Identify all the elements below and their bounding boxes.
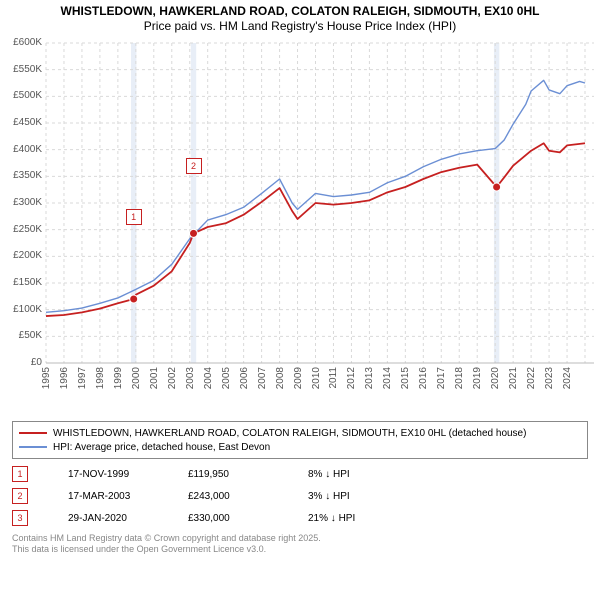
x-tick-label: 2007 (257, 367, 268, 389)
annotation-row: 1 17-NOV-1999 £119,950 8% ↓ HPI (12, 463, 588, 485)
x-tick-label: 1995 (41, 367, 52, 389)
legend-label: HPI: Average price, detached house, East… (53, 442, 270, 453)
x-tick-label: 2002 (167, 367, 178, 389)
x-tick-label: 2015 (400, 367, 411, 389)
x-tick-label: 2023 (544, 367, 555, 389)
footnote-line1: Contains HM Land Registry data © Crown c… (12, 533, 588, 544)
x-tick-label: 2017 (436, 367, 447, 389)
annotation-price: £119,950 (188, 469, 308, 480)
y-tick-label: £100K (0, 304, 42, 315)
y-tick-label: £350K (0, 170, 42, 181)
x-tick-label: 2011 (328, 367, 339, 389)
annotation-price: £330,000 (188, 513, 308, 524)
chart-marker-box: 2 (186, 158, 202, 174)
legend-item: HPI: Average price, detached house, East… (19, 440, 581, 454)
chart-marker-box: 1 (126, 209, 142, 225)
page: WHISTLEDOWN, HAWKERLAND ROAD, COLATON RA… (0, 0, 600, 556)
y-tick-label: £200K (0, 250, 42, 261)
x-tick-label: 2019 (472, 367, 483, 389)
y-tick-label: £550K (0, 64, 42, 75)
annotation-number: 1 (12, 466, 28, 482)
x-tick-label: 2004 (203, 367, 214, 389)
annotation-number: 3 (12, 510, 28, 526)
x-tick-label: 2003 (185, 367, 196, 389)
x-tick-label: 2013 (364, 367, 375, 389)
y-tick-label: £0 (0, 357, 42, 368)
x-tick-label: 2024 (562, 367, 573, 389)
annotation-date: 17-NOV-1999 (68, 469, 188, 480)
legend: WHISTLEDOWN, HAWKERLAND ROAD, COLATON RA… (12, 421, 588, 459)
footnote-line2: This data is licensed under the Open Gov… (12, 544, 588, 555)
x-tick-label: 2012 (346, 367, 357, 389)
y-tick-label: £50K (0, 330, 42, 341)
y-tick-label: £500K (0, 90, 42, 101)
chart-svg (0, 35, 600, 415)
annotation-number: 2 (12, 488, 28, 504)
x-tick-label: 2014 (382, 367, 393, 389)
y-tick-label: £600K (0, 37, 42, 48)
chart-title-line2: Price paid vs. HM Land Registry's House … (0, 19, 600, 33)
annotation-diff: 21% ↓ HPI (308, 513, 428, 524)
legend-item: WHISTLEDOWN, HAWKERLAND ROAD, COLATON RA… (19, 426, 581, 440)
chart-title-line1: WHISTLEDOWN, HAWKERLAND ROAD, COLATON RA… (0, 4, 600, 18)
annotation-row: 2 17-MAR-2003 £243,000 3% ↓ HPI (12, 485, 588, 507)
annotation-date: 29-JAN-2020 (68, 513, 188, 524)
x-tick-label: 2020 (490, 367, 501, 389)
annotation-table: 1 17-NOV-1999 £119,950 8% ↓ HPI 2 17-MAR… (12, 463, 588, 529)
x-tick-label: 2000 (131, 367, 142, 389)
annotation-price: £243,000 (188, 491, 308, 502)
x-tick-label: 2018 (454, 367, 465, 389)
y-tick-label: £400K (0, 144, 42, 155)
annotation-date: 17-MAR-2003 (68, 491, 188, 502)
x-tick-label: 2005 (221, 367, 232, 389)
y-tick-label: £300K (0, 197, 42, 208)
chart-title-block: WHISTLEDOWN, HAWKERLAND ROAD, COLATON RA… (0, 0, 600, 35)
x-tick-label: 1999 (113, 367, 124, 389)
x-tick-label: 2009 (293, 367, 304, 389)
legend-swatch (19, 432, 47, 434)
annotation-diff: 8% ↓ HPI (308, 469, 428, 480)
annotation-diff: 3% ↓ HPI (308, 491, 428, 502)
annotation-row: 3 29-JAN-2020 £330,000 21% ↓ HPI (12, 507, 588, 529)
legend-label: WHISTLEDOWN, HAWKERLAND ROAD, COLATON RA… (53, 428, 526, 439)
x-tick-label: 2022 (526, 367, 537, 389)
chart-area: £0 £50K £100K £150K £200K £250K £300K £350K £400… (0, 35, 600, 415)
x-tick-label: 2006 (239, 367, 250, 389)
x-tick-label: 1996 (59, 367, 70, 389)
x-tick-label: 2010 (311, 367, 322, 389)
y-tick-label: £450K (0, 117, 42, 128)
x-tick-label: 2016 (418, 367, 429, 389)
x-tick-label: 1998 (95, 367, 106, 389)
x-tick-label: 2021 (508, 367, 519, 389)
footnote: Contains HM Land Registry data © Crown c… (12, 533, 588, 556)
x-tick-label: 2001 (149, 367, 160, 389)
y-tick-label: £250K (0, 224, 42, 235)
x-tick-label: 2008 (275, 367, 286, 389)
x-tick-label: 1997 (77, 367, 88, 389)
y-tick-label: £150K (0, 277, 42, 288)
legend-swatch (19, 446, 47, 448)
